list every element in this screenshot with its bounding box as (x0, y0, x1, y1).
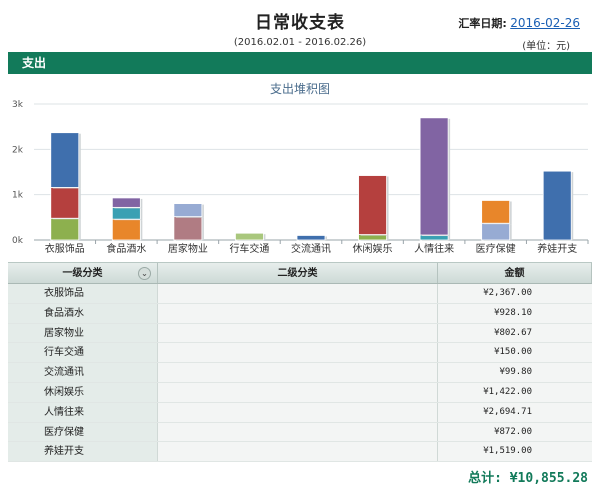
x-tick-label: 行车交通 (229, 242, 269, 255)
bar-segment[interactable] (173, 203, 203, 218)
bar-segment[interactable] (111, 197, 141, 208)
bar-segment[interactable] (111, 206, 141, 220)
bar-segment[interactable] (358, 175, 387, 235)
cell-amount: ¥802.67 (438, 323, 592, 343)
cell-subcategory (158, 363, 438, 382)
col-header-amount[interactable]: 金额 (438, 263, 592, 283)
bar-segment[interactable] (296, 235, 326, 241)
x-tick-label: 食品酒水 (106, 242, 146, 255)
cell-amount: ¥99.80 (438, 363, 592, 382)
cell-subcategory (158, 402, 438, 422)
cell-category: 行车交通 (8, 343, 158, 363)
x-tick-label: 衣服饰品 (45, 242, 85, 255)
unit-label: (单位：元) (522, 41, 570, 52)
x-tick-label: 人情往来 (414, 242, 454, 255)
cell-category: 衣服饰品 (8, 284, 158, 303)
table-body: 衣服饰品 ¥2,367.00 食品酒水 ¥928.10 居家物业 ¥802.67 行车交通 ¥… (8, 284, 592, 463)
cell-category: 养娃开支 (8, 442, 158, 462)
chart-svg: 0k 1k 2k 3k 衣服饰品 食品酒水 居家物业 行车交通 交流通讯 休闲娱乐 人情往来 医疗保健… (12, 100, 589, 255)
cell-subcategory (158, 422, 438, 442)
bar-segment[interactable] (419, 117, 449, 236)
chevron-down-icon[interactable]: ⌄ (138, 267, 151, 280)
date-range: (2016.02.01 - 2016.02.26) (233, 37, 367, 48)
table-row[interactable]: 休闲娱乐 ¥1,422.00 (8, 382, 592, 403)
table-row[interactable]: 行车交通 ¥150.00 (8, 343, 592, 364)
cell-subcategory (158, 343, 438, 363)
exchange-date-link[interactable]: 2016-02-26 (510, 16, 580, 30)
cell-amount: ¥150.00 (438, 343, 592, 363)
page-title: 日常收支表 (255, 13, 345, 33)
table-row[interactable]: 人情往来 ¥2,694.71 (8, 402, 592, 423)
cell-subcategory (158, 442, 438, 462)
table-row[interactable]: 医疗保健 ¥872.00 (8, 422, 592, 443)
bar-segment[interactable] (111, 218, 141, 241)
table-row[interactable]: 衣服饰品 ¥2,367.00 (8, 284, 592, 304)
y-tick-label: 1k (12, 191, 24, 201)
x-tick-label: 居家物业 (168, 242, 208, 255)
bar-segment[interactable] (50, 187, 80, 219)
col-header-category[interactable]: 一级分类 ⌄ (8, 263, 158, 283)
total-amount: 总计: ¥10,855.28 (468, 471, 588, 486)
y-tick-label: 3k (12, 100, 24, 110)
col-header-subcategory[interactable]: 二级分类 (158, 263, 438, 283)
bar-segment[interactable] (481, 200, 511, 224)
x-tick-label: 交流通讯 (291, 242, 331, 255)
exchange-date-label: 汇率日期: (458, 17, 507, 30)
cell-category: 居家物业 (8, 323, 158, 343)
cell-subcategory (158, 284, 438, 303)
chart-title: 支出堆积图 (269, 82, 330, 96)
cell-subcategory (158, 323, 438, 343)
x-tick-label: 医疗保健 (476, 242, 516, 255)
expense-stacked-chart: 0k 1k 2k 3k 衣服饰品 食品酒水 居家物业 行车交通 交流通讯 休闲娱乐 人情往来 医疗保健… (8, 76, 592, 256)
bar-segment[interactable] (50, 132, 80, 188)
cell-category: 人情往来 (8, 402, 158, 422)
table-row[interactable]: 交流通讯 ¥99.80 (8, 363, 592, 383)
cell-subcategory (158, 382, 438, 402)
table-header: 一级分类 ⌄ 二级分类 金额 (8, 263, 592, 284)
y-tick-label: 0k (12, 236, 24, 246)
bar-segment[interactable] (235, 232, 264, 241)
cell-category: 医疗保健 (8, 422, 158, 442)
x-tick-label: 休闲娱乐 (353, 242, 393, 255)
bar-segment[interactable] (481, 222, 511, 241)
table-row[interactable]: 居家物业 ¥802.67 (8, 323, 592, 344)
exchange-rate-info: 汇率日期: 2016-02-26 (458, 15, 580, 31)
cell-subcategory (158, 303, 438, 323)
cell-amount: ¥2,367.00 (438, 284, 592, 303)
cell-amount: ¥1,422.00 (438, 382, 592, 402)
cell-category: 交流通讯 (8, 363, 158, 382)
x-tick-label: 养娃开支 (537, 242, 577, 255)
cell-category: 休闲娱乐 (8, 382, 158, 402)
y-tick-label: 2k (12, 145, 24, 155)
bar-segment[interactable] (542, 170, 572, 241)
cell-category: 食品酒水 (8, 303, 158, 323)
table-row[interactable]: 养娃开支 ¥1,519.00 (8, 442, 592, 463)
table-row[interactable]: 食品酒水 ¥928.10 (8, 303, 592, 324)
cell-amount: ¥928.10 (438, 303, 592, 323)
bar-segment[interactable] (173, 216, 203, 241)
cell-amount: ¥872.00 (438, 422, 592, 442)
cell-amount: ¥1,519.00 (438, 442, 592, 462)
bar-segment[interactable] (50, 217, 80, 241)
section-header-expense: 支出 (8, 52, 592, 74)
expense-table: 一级分类 ⌄ 二级分类 金额 衣服饰品 ¥2,367.00 食品酒水 ¥928.10 居… (8, 262, 592, 463)
cell-amount: ¥2,694.71 (438, 402, 592, 422)
